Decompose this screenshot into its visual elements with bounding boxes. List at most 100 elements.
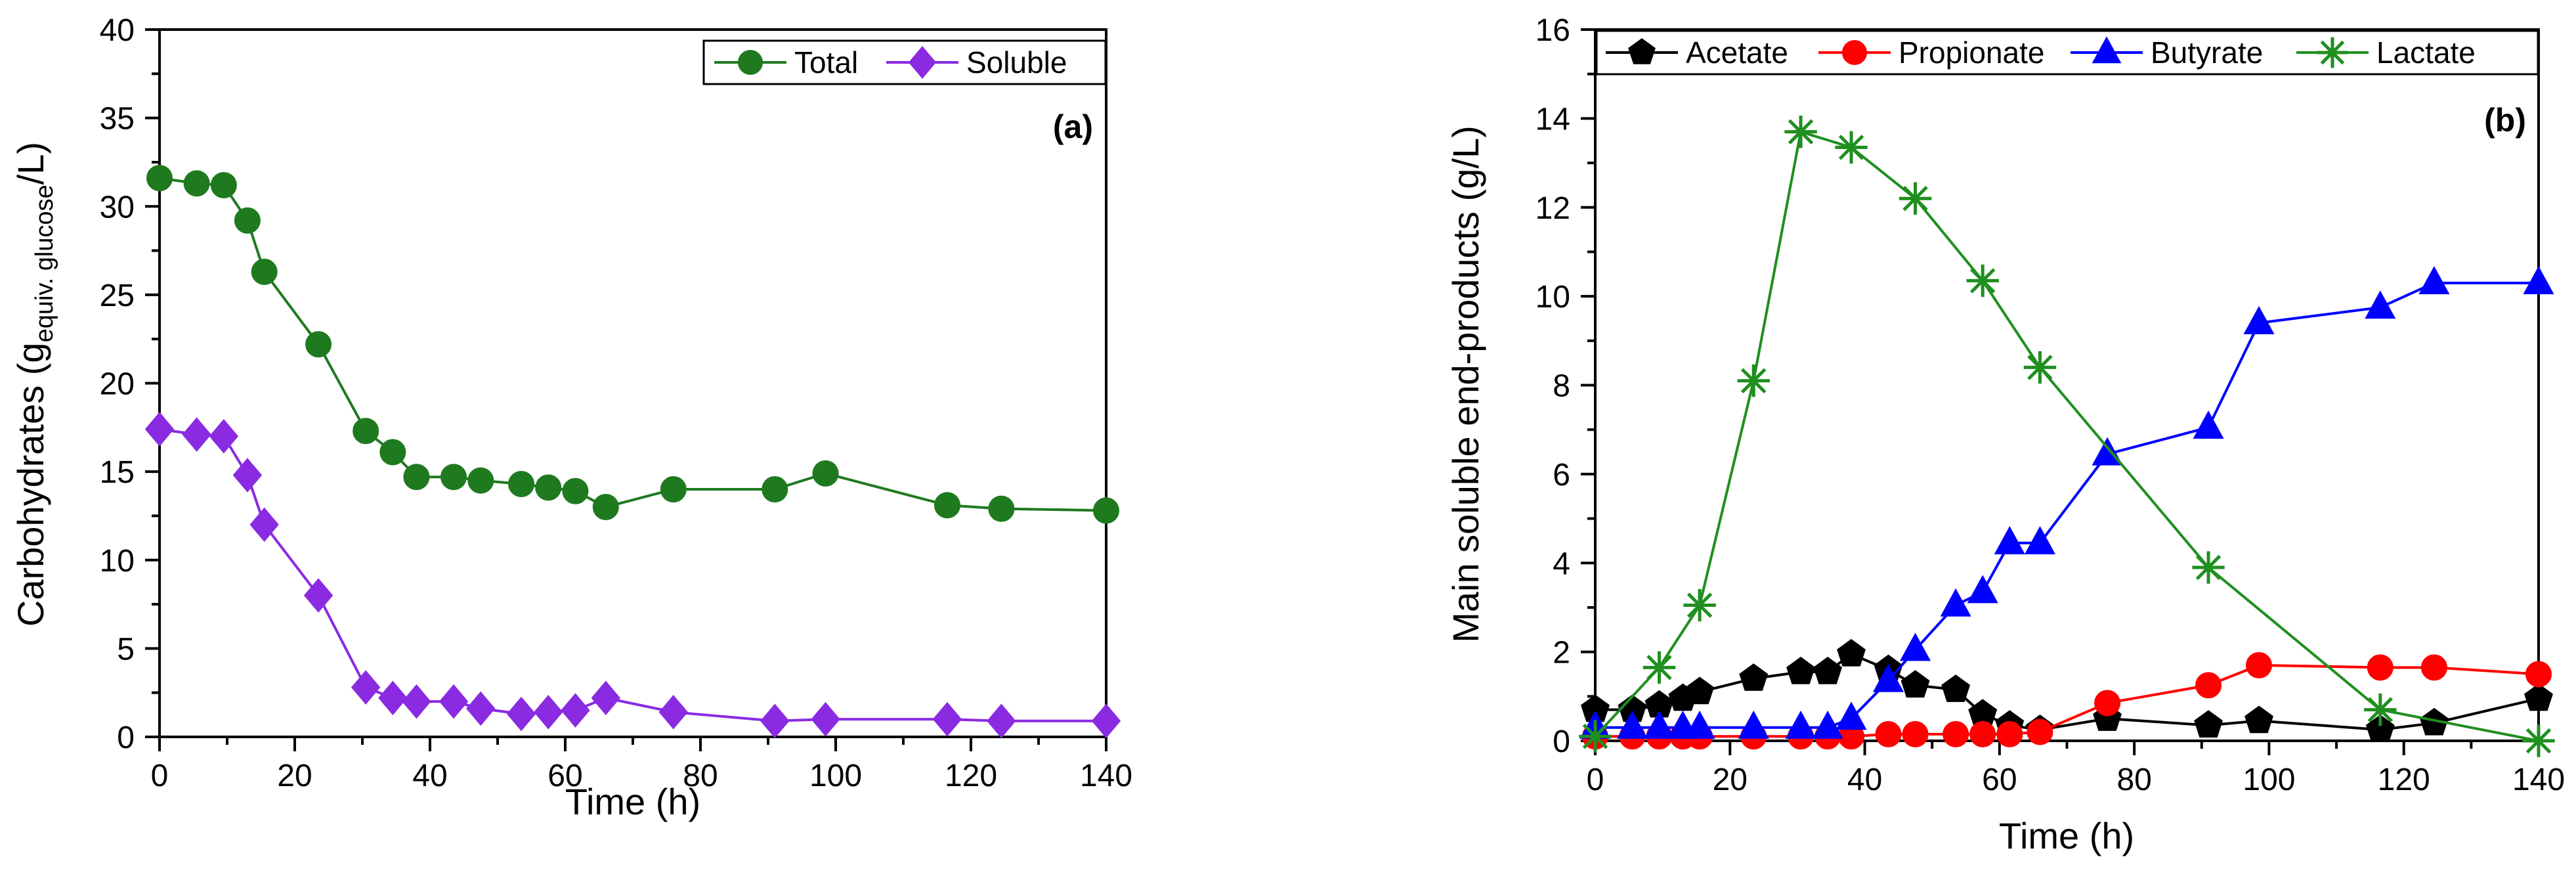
chart-b-propionate-point xyxy=(2420,654,2447,681)
chart-b-acetate-point xyxy=(1941,674,1971,702)
chart-a-soluble-point xyxy=(351,670,381,705)
chart-b-lactate-point xyxy=(2023,351,2057,384)
chart-a-soluble-point xyxy=(1091,703,1121,739)
chart-b-panel-label: (b) xyxy=(2484,102,2526,139)
chart-a-total-point xyxy=(353,418,379,445)
chart-b-ticks: 0 20 40 60 80 100 120 140 0 2 4 6 8 10 12 14 16 xyxy=(1535,13,2565,797)
chart-b-propionate-point xyxy=(1996,720,2023,747)
chart-b-butyrate-point xyxy=(2193,410,2224,439)
chart-a-y-tick-label: 20 xyxy=(100,367,135,402)
chart-b-legend-box xyxy=(1595,30,2539,76)
chart-b-lactate-point xyxy=(1784,115,1817,148)
chart-a-soluble-point xyxy=(506,696,536,732)
chart-b-x-tick-label: 0 xyxy=(1587,762,1604,797)
chart-a-total-point xyxy=(183,170,210,197)
chart-b-lactate-line xyxy=(1594,130,2539,742)
chart-b-propionate-point xyxy=(2367,654,2394,681)
chart-a-legend-total-label: Total xyxy=(794,45,858,79)
chart-b-acetate-point xyxy=(2365,714,2395,742)
chart-a-total-point xyxy=(403,464,430,491)
chart-b-propionate-point xyxy=(1902,720,1929,747)
chart-b-butyrate-point xyxy=(1940,588,1971,617)
chart-a-total-point xyxy=(535,474,562,501)
chart-a-y-axis-label-sub: equiv. glucose xyxy=(31,185,58,342)
chart-a-soluble-point xyxy=(402,684,431,719)
chart-b-lactate-point xyxy=(1966,264,1999,298)
chart-a-x-tick-label: 120 xyxy=(945,759,997,793)
chart-b-x-tick-label: 20 xyxy=(1713,762,1748,797)
chart-a-y-tick-label: 30 xyxy=(100,190,135,225)
chart-a-soluble-point xyxy=(561,693,590,728)
chart-b-lactate-point xyxy=(2364,693,2397,726)
chart-b-x-axis-label: Time (h) xyxy=(1999,815,2134,856)
chart-b-lactate-point xyxy=(2522,724,2555,757)
chart-b-acetate-point xyxy=(1837,638,1866,667)
chart-b-y-tick-label: 4 xyxy=(1553,546,1570,581)
chart-a-total-point xyxy=(440,464,467,491)
chart-b-butyrate-point xyxy=(1812,710,1843,739)
chart-a-legend-soluble-marker xyxy=(908,46,937,79)
chart-b-y-tick-label: 0 xyxy=(1553,724,1570,759)
chart-b-acetate-point xyxy=(1739,663,1769,691)
chart-a-soluble-point xyxy=(466,691,496,726)
chart-b-legend: Acetate Propionate Butyrate Lactate xyxy=(1595,30,2539,76)
chart-b-legend-butyrate-marker xyxy=(2092,36,2122,64)
chart-b-butyrate-point xyxy=(1785,710,1816,739)
chart-a-x-tick-label: 140 xyxy=(1080,759,1132,793)
chart-a-total-point xyxy=(562,477,589,504)
chart-a-total-point xyxy=(934,492,960,519)
chart-b-y-tick-label: 10 xyxy=(1535,280,1570,315)
chart-b-legend-propionate-marker xyxy=(1842,40,1867,65)
chart-a-y-tick-label: 5 xyxy=(117,632,135,667)
chart-b-butyrate-point xyxy=(2024,525,2055,554)
chart-a-soluble-point xyxy=(303,578,333,613)
chart-b-propionate-point xyxy=(2525,661,2552,688)
chart-b-y-tick-label: 14 xyxy=(1535,102,1570,137)
chart-a-panel-label: (a) xyxy=(1053,108,1093,145)
chart-b-y-tick-label: 8 xyxy=(1553,369,1570,404)
chart-b-butyrate-point xyxy=(1835,701,1867,730)
chart-b-propionate-point xyxy=(2246,652,2273,678)
chart-b-butyrate-point xyxy=(2243,305,2275,334)
chart-a-soluble-point xyxy=(182,417,211,452)
chart-b-y-axis-label: Main soluble end-products (g/L) xyxy=(1445,125,1486,643)
chart-a-legend: Total Soluble xyxy=(702,39,1107,85)
chart-a-x-tick-label: 40 xyxy=(412,759,447,793)
chart-a-total-point xyxy=(305,331,332,358)
chart-b-x-tick-label: 140 xyxy=(2512,762,2565,797)
chart-a-y-axis-label-tail: /L) xyxy=(10,142,51,185)
chart-a-x-tick-label: 20 xyxy=(277,759,312,793)
chart-b-butyrate-point xyxy=(1994,525,2025,554)
chart-b-butyrate-line xyxy=(1595,281,2539,729)
chart-a-total-point xyxy=(762,476,788,503)
chart-a-legend-soluble-label: Soluble xyxy=(966,45,1067,79)
chart-b-lactate-point xyxy=(1835,131,1868,164)
chart-a-y-tick-label: 0 xyxy=(117,720,135,755)
chart-a-x-tick-label: 0 xyxy=(151,759,169,793)
chart-b-y-axis-label-main: Main soluble end-products (g/L) xyxy=(1445,125,1486,643)
chart-a-y-tick-label: 25 xyxy=(100,278,135,313)
chart-b-x-tick-label: 120 xyxy=(2378,762,2430,797)
chart-a-x-tick-label: 80 xyxy=(683,759,718,793)
chart-b-propionate-point xyxy=(2195,672,2222,699)
chart-b-acetate-point xyxy=(1900,670,1930,698)
chart-a-y-tick-label: 35 xyxy=(100,102,135,137)
chart-b-legend-lactate-marker xyxy=(2317,37,2348,68)
chart-b-y-tick-label: 16 xyxy=(1535,13,1570,48)
chart-a-total-line xyxy=(159,177,1107,512)
chart-a-total-point xyxy=(988,495,1015,522)
chart-a-soluble-point xyxy=(591,680,621,716)
chart-a-x-tick-label: 100 xyxy=(809,759,862,793)
chart-b-butyrate-point xyxy=(2092,437,2123,466)
chart-b-lactate-point xyxy=(1642,651,1676,684)
chart-a-x-tick-label: 60 xyxy=(547,759,582,793)
chart-b-legend-acetate-label: Acetate xyxy=(1686,35,1788,70)
chart-a-total-point xyxy=(812,460,839,487)
chart-a: 0 20 40 60 80 100 120 140 0 5 10 15 20 25 30 35 40 (a) T… xyxy=(10,13,1132,822)
chart-b-legend-acetate-marker xyxy=(1628,38,1656,64)
chart-b-marks xyxy=(1579,115,2555,757)
chart-b-lactate-point xyxy=(1683,588,1716,622)
chart-a-soluble-point xyxy=(987,703,1016,739)
chart-a-soluble-point xyxy=(232,458,263,493)
